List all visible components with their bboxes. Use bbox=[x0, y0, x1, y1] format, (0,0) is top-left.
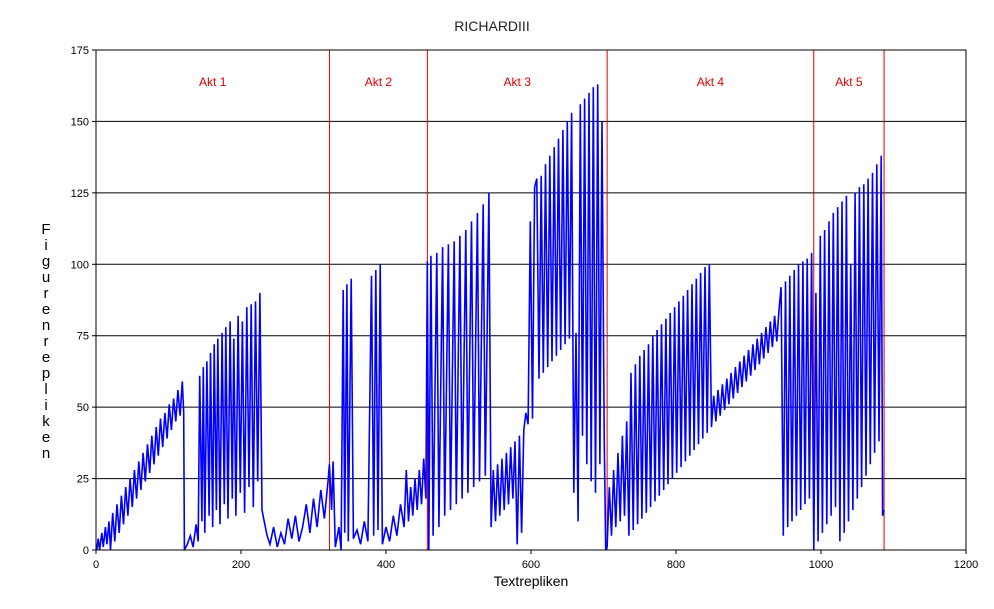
y-axis-label-char: e bbox=[42, 429, 50, 446]
y-tick-label: 125 bbox=[71, 188, 89, 200]
y-tick-label: 100 bbox=[71, 259, 89, 271]
act-label-5: Akt 5 bbox=[835, 75, 863, 89]
y-axis-label-char: n bbox=[42, 445, 50, 462]
y-axis-label-char: F bbox=[41, 221, 50, 238]
x-tick-label: 400 bbox=[377, 559, 395, 571]
x-tick-label: 600 bbox=[522, 559, 540, 571]
y-tick-label: 50 bbox=[77, 402, 89, 414]
chart-title: RICHARDIII bbox=[454, 18, 529, 34]
x-tick-label: 200 bbox=[232, 559, 250, 571]
y-axis-label-char: g bbox=[42, 253, 50, 270]
y-tick-label: 150 bbox=[71, 116, 89, 128]
y-axis-label-char: r bbox=[44, 285, 49, 302]
y-axis-label-char: e bbox=[42, 349, 50, 366]
series-line-0 bbox=[95, 84, 885, 551]
y-axis-label-char: r bbox=[44, 333, 49, 350]
y-axis-label-char: e bbox=[42, 301, 50, 318]
y-axis-label-char: k bbox=[42, 413, 50, 430]
act-label-3: Akt 3 bbox=[504, 75, 532, 89]
y-tick-label: 175 bbox=[71, 45, 89, 57]
y-tick-label: 0 bbox=[83, 545, 89, 557]
y-tick-label: 25 bbox=[77, 474, 89, 486]
act-label-2: Akt 2 bbox=[365, 75, 393, 89]
y-axis-ticks: 0 25 50 75 100 125 150 175 bbox=[71, 45, 96, 557]
y-axis-label-char: n bbox=[42, 317, 50, 334]
x-axis-label: Textrepliken bbox=[494, 573, 569, 589]
y-axis-label-char: i bbox=[44, 237, 47, 254]
x-tick-label: 1200 bbox=[954, 559, 978, 571]
y-axis-label-char: l bbox=[44, 381, 47, 398]
act-label-1: Akt 1 bbox=[199, 75, 227, 89]
act-label-4: Akt 4 bbox=[697, 75, 725, 89]
x-tick-label: 1000 bbox=[809, 559, 833, 571]
y-axis-label-char: u bbox=[42, 269, 50, 286]
y-axis-label-char: p bbox=[42, 365, 50, 382]
x-axis-ticks: 0 200 400 600 800 1000 1200 bbox=[93, 550, 978, 571]
series-layer bbox=[95, 84, 885, 551]
y-tick-label: 75 bbox=[77, 331, 89, 343]
y-axis-label-char: i bbox=[44, 397, 47, 414]
x-tick-label: 0 bbox=[93, 559, 99, 571]
x-tick-label: 800 bbox=[667, 559, 685, 571]
